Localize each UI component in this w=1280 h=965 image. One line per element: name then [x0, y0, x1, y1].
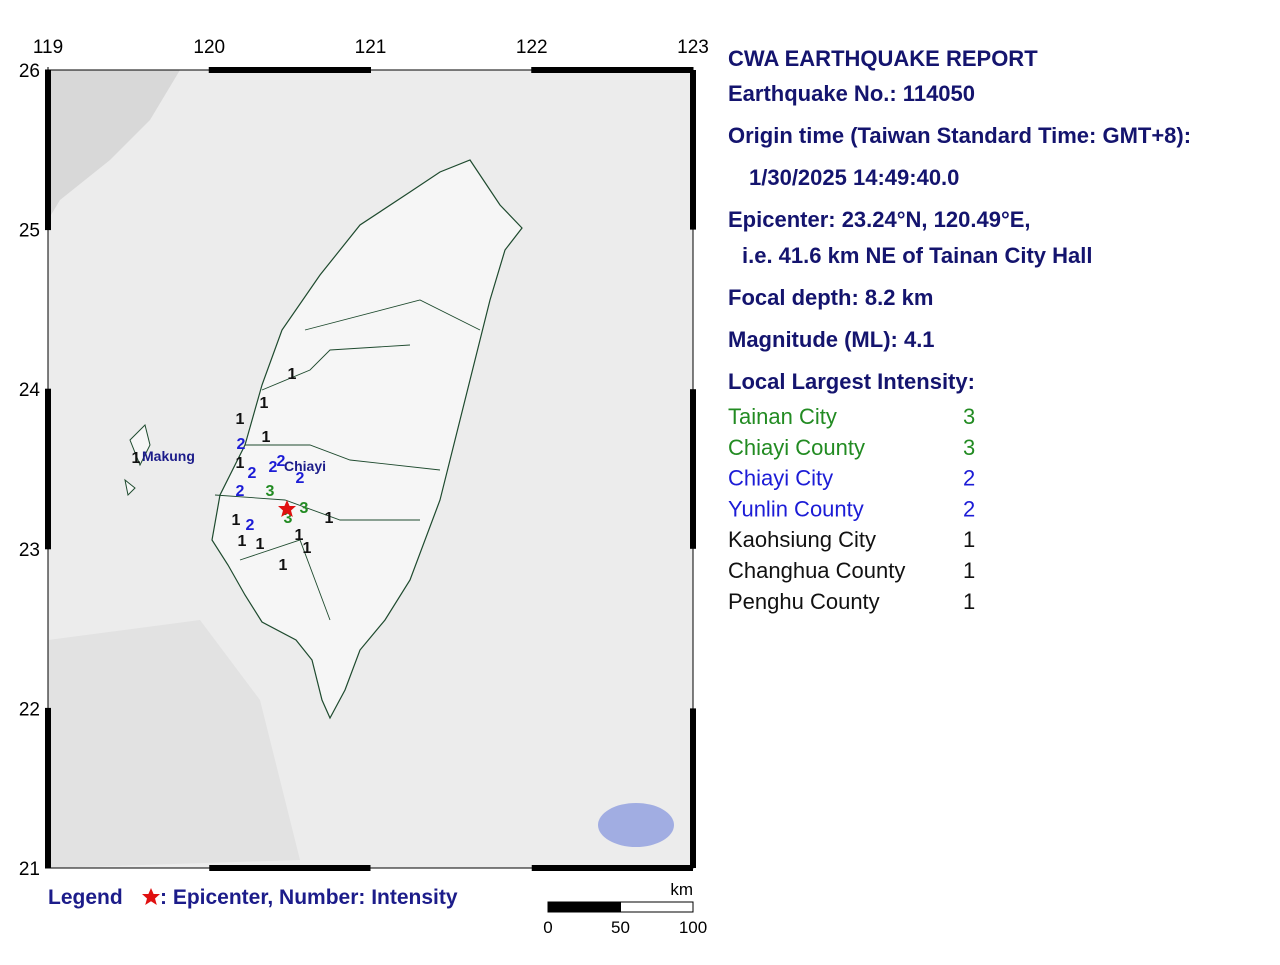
lon-tick-label: 122 [516, 37, 548, 58]
station-intensity: 1 [288, 366, 297, 383]
county-name: Changhua County [728, 558, 905, 583]
scale-label: 100 [679, 918, 707, 937]
station-intensity: 1 [303, 540, 312, 557]
station-intensity: 3 [284, 510, 293, 527]
station-intensity: 1 [260, 395, 269, 412]
seafloor [48, 620, 300, 868]
frame-bar [690, 389, 696, 549]
county-name: Penghu County [728, 589, 880, 614]
station-intensity: 1 [236, 455, 245, 472]
report-line: Magnitude (ML): 4.1 [728, 327, 935, 352]
station-intensity: 3 [266, 483, 275, 500]
station-intensity: 2 [236, 483, 245, 500]
county-intensity: 3 [963, 404, 975, 429]
station-intensity: 1 [132, 450, 141, 467]
lat-tick-label: 22 [19, 699, 40, 720]
county-intensity: 2 [963, 496, 975, 521]
report-line: Focal depth: 8.2 km [728, 285, 933, 310]
lat-tick-label: 24 [19, 380, 41, 401]
station-intensity: 2 [296, 470, 305, 487]
report-line: Earthquake No.: 114050 [728, 81, 975, 106]
county-name: Tainan City [728, 404, 837, 429]
frame-bar [45, 70, 51, 230]
frame-bar [531, 67, 693, 73]
frame-bar [531, 865, 693, 871]
county-intensity: 3 [963, 435, 975, 460]
county-name: Yunlin County [728, 496, 864, 521]
legend-star [142, 888, 160, 905]
station-intensity: 1 [232, 512, 241, 529]
epicenter-star [278, 500, 296, 517]
report-line: i.e. 41.6 km NE of Tainan City Hall [742, 243, 1092, 268]
frame-bar [209, 865, 371, 871]
frame-bar [209, 67, 371, 73]
lon-tick-label: 119 [33, 37, 63, 58]
county-intensity: 1 [963, 589, 975, 614]
scale-segment [620, 901, 694, 913]
station-intensity: 1 [236, 411, 245, 428]
lon-tick-label: 121 [355, 37, 387, 58]
station-intensity: 1 [325, 510, 334, 527]
scale-segment [547, 901, 621, 913]
station-intensity: 1 [295, 527, 304, 544]
frame-bar [690, 708, 696, 868]
scale-unit: km [670, 880, 693, 899]
scale-label: 50 [611, 918, 630, 937]
station-intensity: 2 [277, 453, 286, 470]
place-label: Chiayi [284, 458, 326, 474]
station-intensity: 1 [238, 533, 247, 550]
frame-bar [690, 70, 696, 230]
report-line: Local Largest Intensity: [728, 369, 975, 394]
county-intensity: 1 [963, 527, 975, 552]
station-intensity: 1 [262, 429, 271, 446]
taiwan-outline [211, 159, 523, 720]
county-borders [214, 299, 481, 621]
station-intensity: 2 [248, 465, 257, 482]
lat-tick-label: 21 [19, 859, 40, 880]
lon-tick-label: 120 [193, 37, 225, 58]
frame-bar [45, 708, 51, 868]
mainland [48, 70, 180, 220]
report-line: Epicenter: 23.24°N, 120.49°E, [728, 207, 1031, 232]
station-intensity: 2 [246, 517, 255, 534]
station-intensity: 2 [269, 459, 278, 476]
report-line: 1/30/2025 14:49:40.0 [749, 165, 959, 190]
place-label: Makung [142, 448, 195, 464]
cwa-logo [598, 803, 674, 847]
penghu [124, 424, 151, 497]
county-name: Kaohsiung City [728, 527, 876, 552]
lat-tick-label: 25 [19, 221, 40, 242]
frame-bar [45, 389, 51, 549]
report-title: CWA EARTHQUAKE REPORT [728, 46, 1038, 71]
county-intensity: 1 [963, 558, 975, 583]
legend-title: Legend [48, 886, 123, 909]
county-name: Chiayi County [728, 435, 865, 460]
report-line: Origin time (Taiwan Standard Time: GMT+8… [728, 123, 1191, 148]
lon-tick-label: 123 [677, 37, 709, 58]
station-intensity: 2 [237, 436, 246, 453]
station-intensity: 1 [279, 557, 288, 574]
station-intensity: 3 [300, 500, 309, 517]
lat-tick-label: 23 [19, 540, 40, 561]
county-intensity: 2 [963, 466, 975, 491]
scale-label: 0 [543, 918, 552, 937]
legend-text: : Epicenter, Number: Intensity [160, 886, 458, 909]
station-intensity: 1 [256, 536, 265, 553]
lat-tick-label: 26 [19, 61, 40, 82]
county-name: Chiayi City [728, 466, 833, 491]
